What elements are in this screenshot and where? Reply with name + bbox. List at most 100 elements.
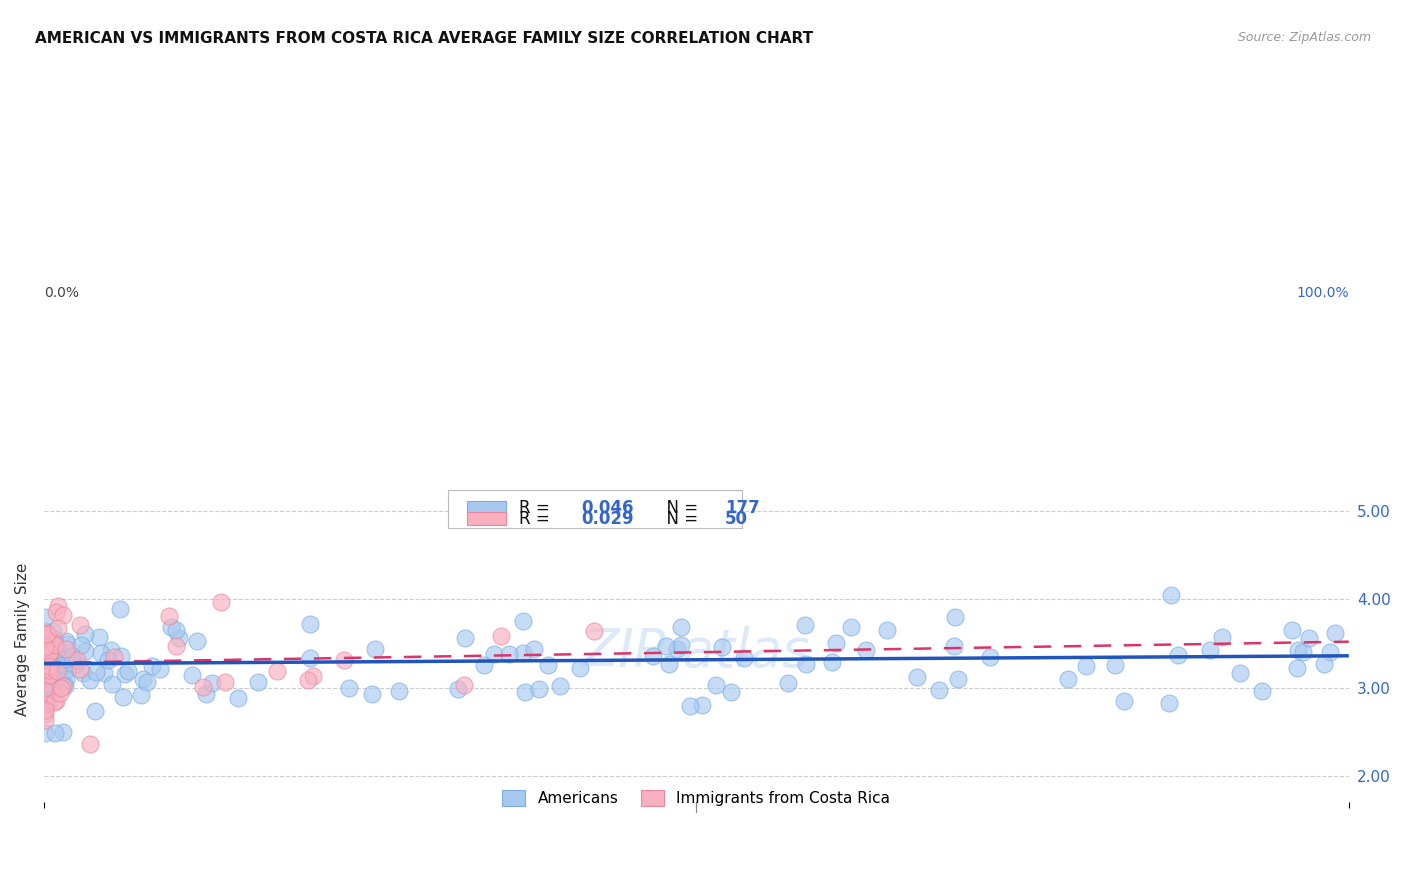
- Point: [52, 677, 75, 691]
- Point: [195, 688, 218, 702]
- Point: [214, 675, 236, 690]
- Point: [1291, 645, 1313, 659]
- Point: [1112, 694, 1135, 708]
- Point: [108, 602, 131, 616]
- Point: [979, 650, 1001, 665]
- Point: [38, 654, 60, 668]
- Point: [45, 641, 67, 656]
- Point: [1285, 661, 1308, 675]
- Point: [70, 638, 93, 652]
- Point: [132, 672, 155, 686]
- Point: [55, 672, 77, 686]
- Point: [1104, 658, 1126, 673]
- Point: [141, 659, 163, 673]
- Point: [34, 640, 56, 655]
- Point: [97, 652, 120, 666]
- Point: [454, 631, 477, 645]
- Point: [209, 595, 232, 609]
- Point: [34, 686, 56, 700]
- Point: [84, 665, 107, 680]
- Point: [839, 620, 862, 634]
- Point: [1286, 642, 1309, 657]
- Point: [657, 657, 679, 672]
- Point: [38, 673, 60, 688]
- Point: [45, 605, 67, 619]
- Point: [38, 665, 60, 680]
- Point: [37, 697, 59, 711]
- Point: [513, 685, 536, 699]
- Point: [569, 661, 592, 675]
- Point: [942, 640, 965, 654]
- Text: Source: ZipAtlas.com: Source: ZipAtlas.com: [1237, 31, 1371, 45]
- Text: R =: R =: [519, 499, 555, 516]
- Point: [44, 632, 66, 646]
- Point: [100, 643, 122, 657]
- Point: [1076, 658, 1098, 673]
- Point: [73, 627, 96, 641]
- Point: [37, 694, 59, 708]
- Point: [876, 624, 898, 638]
- Point: [38, 665, 60, 679]
- Point: [35, 648, 58, 663]
- Point: [46, 621, 69, 635]
- Point: [157, 609, 180, 624]
- Point: [72, 665, 94, 680]
- Point: [39, 669, 62, 683]
- Point: [720, 684, 742, 698]
- Point: [45, 677, 67, 691]
- Point: [79, 673, 101, 687]
- Text: 0.0%: 0.0%: [44, 286, 79, 301]
- Point: [34, 674, 56, 689]
- Point: [34, 636, 56, 650]
- Point: [794, 618, 817, 632]
- Point: [711, 640, 734, 655]
- Point: [34, 624, 56, 639]
- Text: 50: 50: [725, 510, 748, 528]
- Point: [34, 693, 56, 707]
- Point: [337, 681, 360, 696]
- Point: [49, 674, 72, 689]
- Point: [69, 662, 91, 676]
- Point: [37, 630, 59, 644]
- Point: [49, 681, 72, 695]
- Point: [527, 681, 550, 696]
- Point: [820, 655, 842, 669]
- Point: [34, 676, 56, 690]
- Point: [103, 649, 125, 664]
- Point: [34, 672, 56, 686]
- Point: [669, 620, 692, 634]
- Point: [34, 697, 56, 711]
- Point: [38, 668, 60, 682]
- Point: [825, 635, 848, 649]
- Point: [706, 678, 728, 692]
- Point: [53, 679, 76, 693]
- Point: [165, 624, 187, 638]
- Point: [34, 658, 56, 673]
- Point: [41, 672, 63, 686]
- Point: [299, 617, 322, 632]
- Point: [46, 664, 69, 678]
- Point: [42, 671, 65, 685]
- Point: [165, 640, 187, 654]
- Point: [928, 683, 950, 698]
- Point: [905, 670, 928, 684]
- Point: [498, 647, 520, 661]
- Point: [38, 659, 60, 673]
- Point: [35, 667, 58, 681]
- Point: [34, 684, 56, 698]
- Point: [42, 681, 65, 695]
- Point: [44, 726, 66, 740]
- Point: [34, 666, 56, 681]
- Point: [112, 690, 135, 705]
- Point: [160, 620, 183, 634]
- Point: [34, 661, 56, 675]
- Point: [93, 666, 115, 681]
- Point: [37, 666, 59, 681]
- Point: [34, 725, 56, 739]
- Point: [41, 634, 63, 648]
- Point: [776, 675, 799, 690]
- Text: 0.046: 0.046: [582, 499, 634, 516]
- Text: 0.029: 0.029: [582, 510, 634, 528]
- Point: [42, 648, 65, 662]
- Point: [1324, 625, 1347, 640]
